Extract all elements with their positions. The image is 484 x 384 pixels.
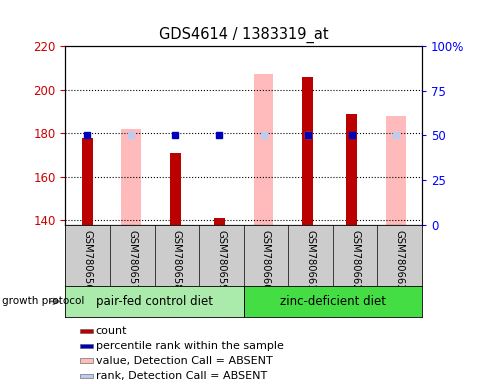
Text: zinc-deficient diet: zinc-deficient diet xyxy=(279,295,385,308)
Text: GSM780660: GSM780660 xyxy=(260,230,271,290)
Bar xyxy=(243,286,421,317)
Bar xyxy=(80,344,93,348)
Bar xyxy=(302,76,313,225)
Text: percentile rank within the sample: percentile rank within the sample xyxy=(96,341,283,351)
Text: value, Detection Call = ABSENT: value, Detection Call = ABSENT xyxy=(96,356,272,366)
Text: pair-fed control diet: pair-fed control diet xyxy=(96,295,212,308)
Text: rank, Detection Call = ABSENT: rank, Detection Call = ABSENT xyxy=(96,371,267,381)
Bar xyxy=(121,129,141,225)
Bar xyxy=(80,374,93,379)
Bar xyxy=(80,329,93,333)
Bar xyxy=(80,359,93,362)
Text: GSM780656: GSM780656 xyxy=(83,230,92,290)
Text: GSM780657: GSM780657 xyxy=(127,230,137,290)
Bar xyxy=(81,137,92,225)
Bar xyxy=(385,116,405,225)
Text: GSM780659: GSM780659 xyxy=(216,230,226,290)
Text: GSM780663: GSM780663 xyxy=(394,230,404,290)
Bar xyxy=(65,286,243,317)
Title: GDS4614 / 1383319_at: GDS4614 / 1383319_at xyxy=(159,27,328,43)
Text: growth protocol: growth protocol xyxy=(2,296,85,306)
Text: GSM780658: GSM780658 xyxy=(171,230,182,290)
Text: GSM780661: GSM780661 xyxy=(305,230,315,290)
Bar xyxy=(213,218,225,225)
Bar xyxy=(169,153,181,225)
Text: count: count xyxy=(96,326,127,336)
Text: GSM780662: GSM780662 xyxy=(349,230,359,290)
Bar xyxy=(253,74,273,225)
Bar xyxy=(346,114,357,225)
